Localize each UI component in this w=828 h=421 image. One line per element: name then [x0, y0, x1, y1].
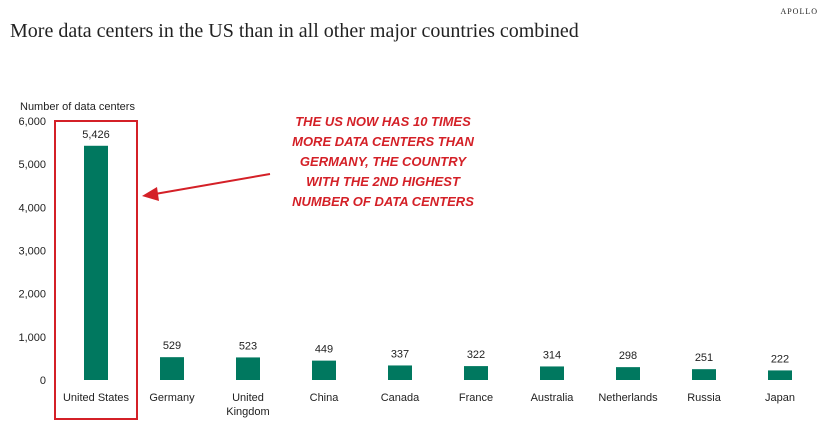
x-tick-label: Russia	[687, 392, 722, 404]
x-tick-label: Australia	[531, 392, 575, 404]
x-tick-label: Japan	[765, 392, 795, 404]
bar-value-label: 314	[543, 349, 561, 361]
bar-value-label: 222	[771, 353, 789, 365]
y-tick-label: 4,000	[18, 202, 46, 214]
bar	[464, 366, 488, 380]
bar-value-label: 5,426	[82, 129, 110, 141]
bar-value-label: 322	[467, 349, 485, 361]
bar-value-label: 298	[619, 350, 637, 362]
bar	[768, 370, 792, 380]
y-tick-label: 3,000	[18, 246, 46, 258]
x-tick-label: China	[310, 392, 340, 404]
bar	[388, 365, 412, 380]
x-tick-label: United Kingdom	[226, 392, 269, 418]
value-labels: 5,426 529 523 449 337 322 314 298 251 222	[82, 129, 789, 366]
y-axis-ticks: 0 1,000 2,000 3,000 4,000 5,000 6,000	[18, 116, 46, 387]
bars	[84, 145, 792, 380]
highlight-box	[54, 120, 138, 420]
y-tick-label: 2,000	[18, 289, 46, 301]
bar-value-label: 449	[315, 344, 333, 356]
y-tick-label: 6,000	[18, 116, 46, 128]
bar	[84, 145, 108, 380]
bar	[236, 357, 260, 380]
brand-logo: APOLLO	[780, 7, 818, 16]
x-tick-label: Germany	[149, 392, 195, 404]
bar	[312, 360, 336, 380]
annotation-text: THE US NOW HAS 10 TIMES MORE DATA CENTERS…	[292, 114, 474, 209]
bar-value-label: 337	[391, 348, 409, 360]
y-axis-label: Number of data centers	[20, 101, 135, 113]
x-tick-label: Canada	[381, 392, 420, 404]
bar-value-label: 523	[239, 340, 257, 352]
x-tick-label: France	[459, 392, 493, 404]
x-tick-label: United States	[63, 392, 130, 404]
annotation: THE US NOW HAS 10 TIMES MORE DATA CENTERS…	[292, 114, 474, 209]
arrow-line	[154, 173, 271, 195]
chart-title: More data centers in the US than in all …	[10, 20, 579, 42]
bar	[692, 369, 716, 380]
annotation-arrow	[142, 173, 271, 201]
bar	[540, 366, 564, 380]
x-tick-label: Netherlands	[598, 392, 658, 404]
bar-value-label: 251	[695, 352, 713, 364]
y-tick-label: 0	[40, 375, 46, 387]
bar	[616, 367, 640, 380]
x-axis-labels: United States Germany United Kingdom China Ca…	[63, 392, 795, 418]
y-tick-label: 5,000	[18, 159, 46, 171]
y-tick-label: 1,000	[18, 332, 46, 344]
bar-value-label: 529	[163, 340, 181, 352]
bar	[160, 357, 184, 380]
arrow-head	[142, 187, 159, 201]
